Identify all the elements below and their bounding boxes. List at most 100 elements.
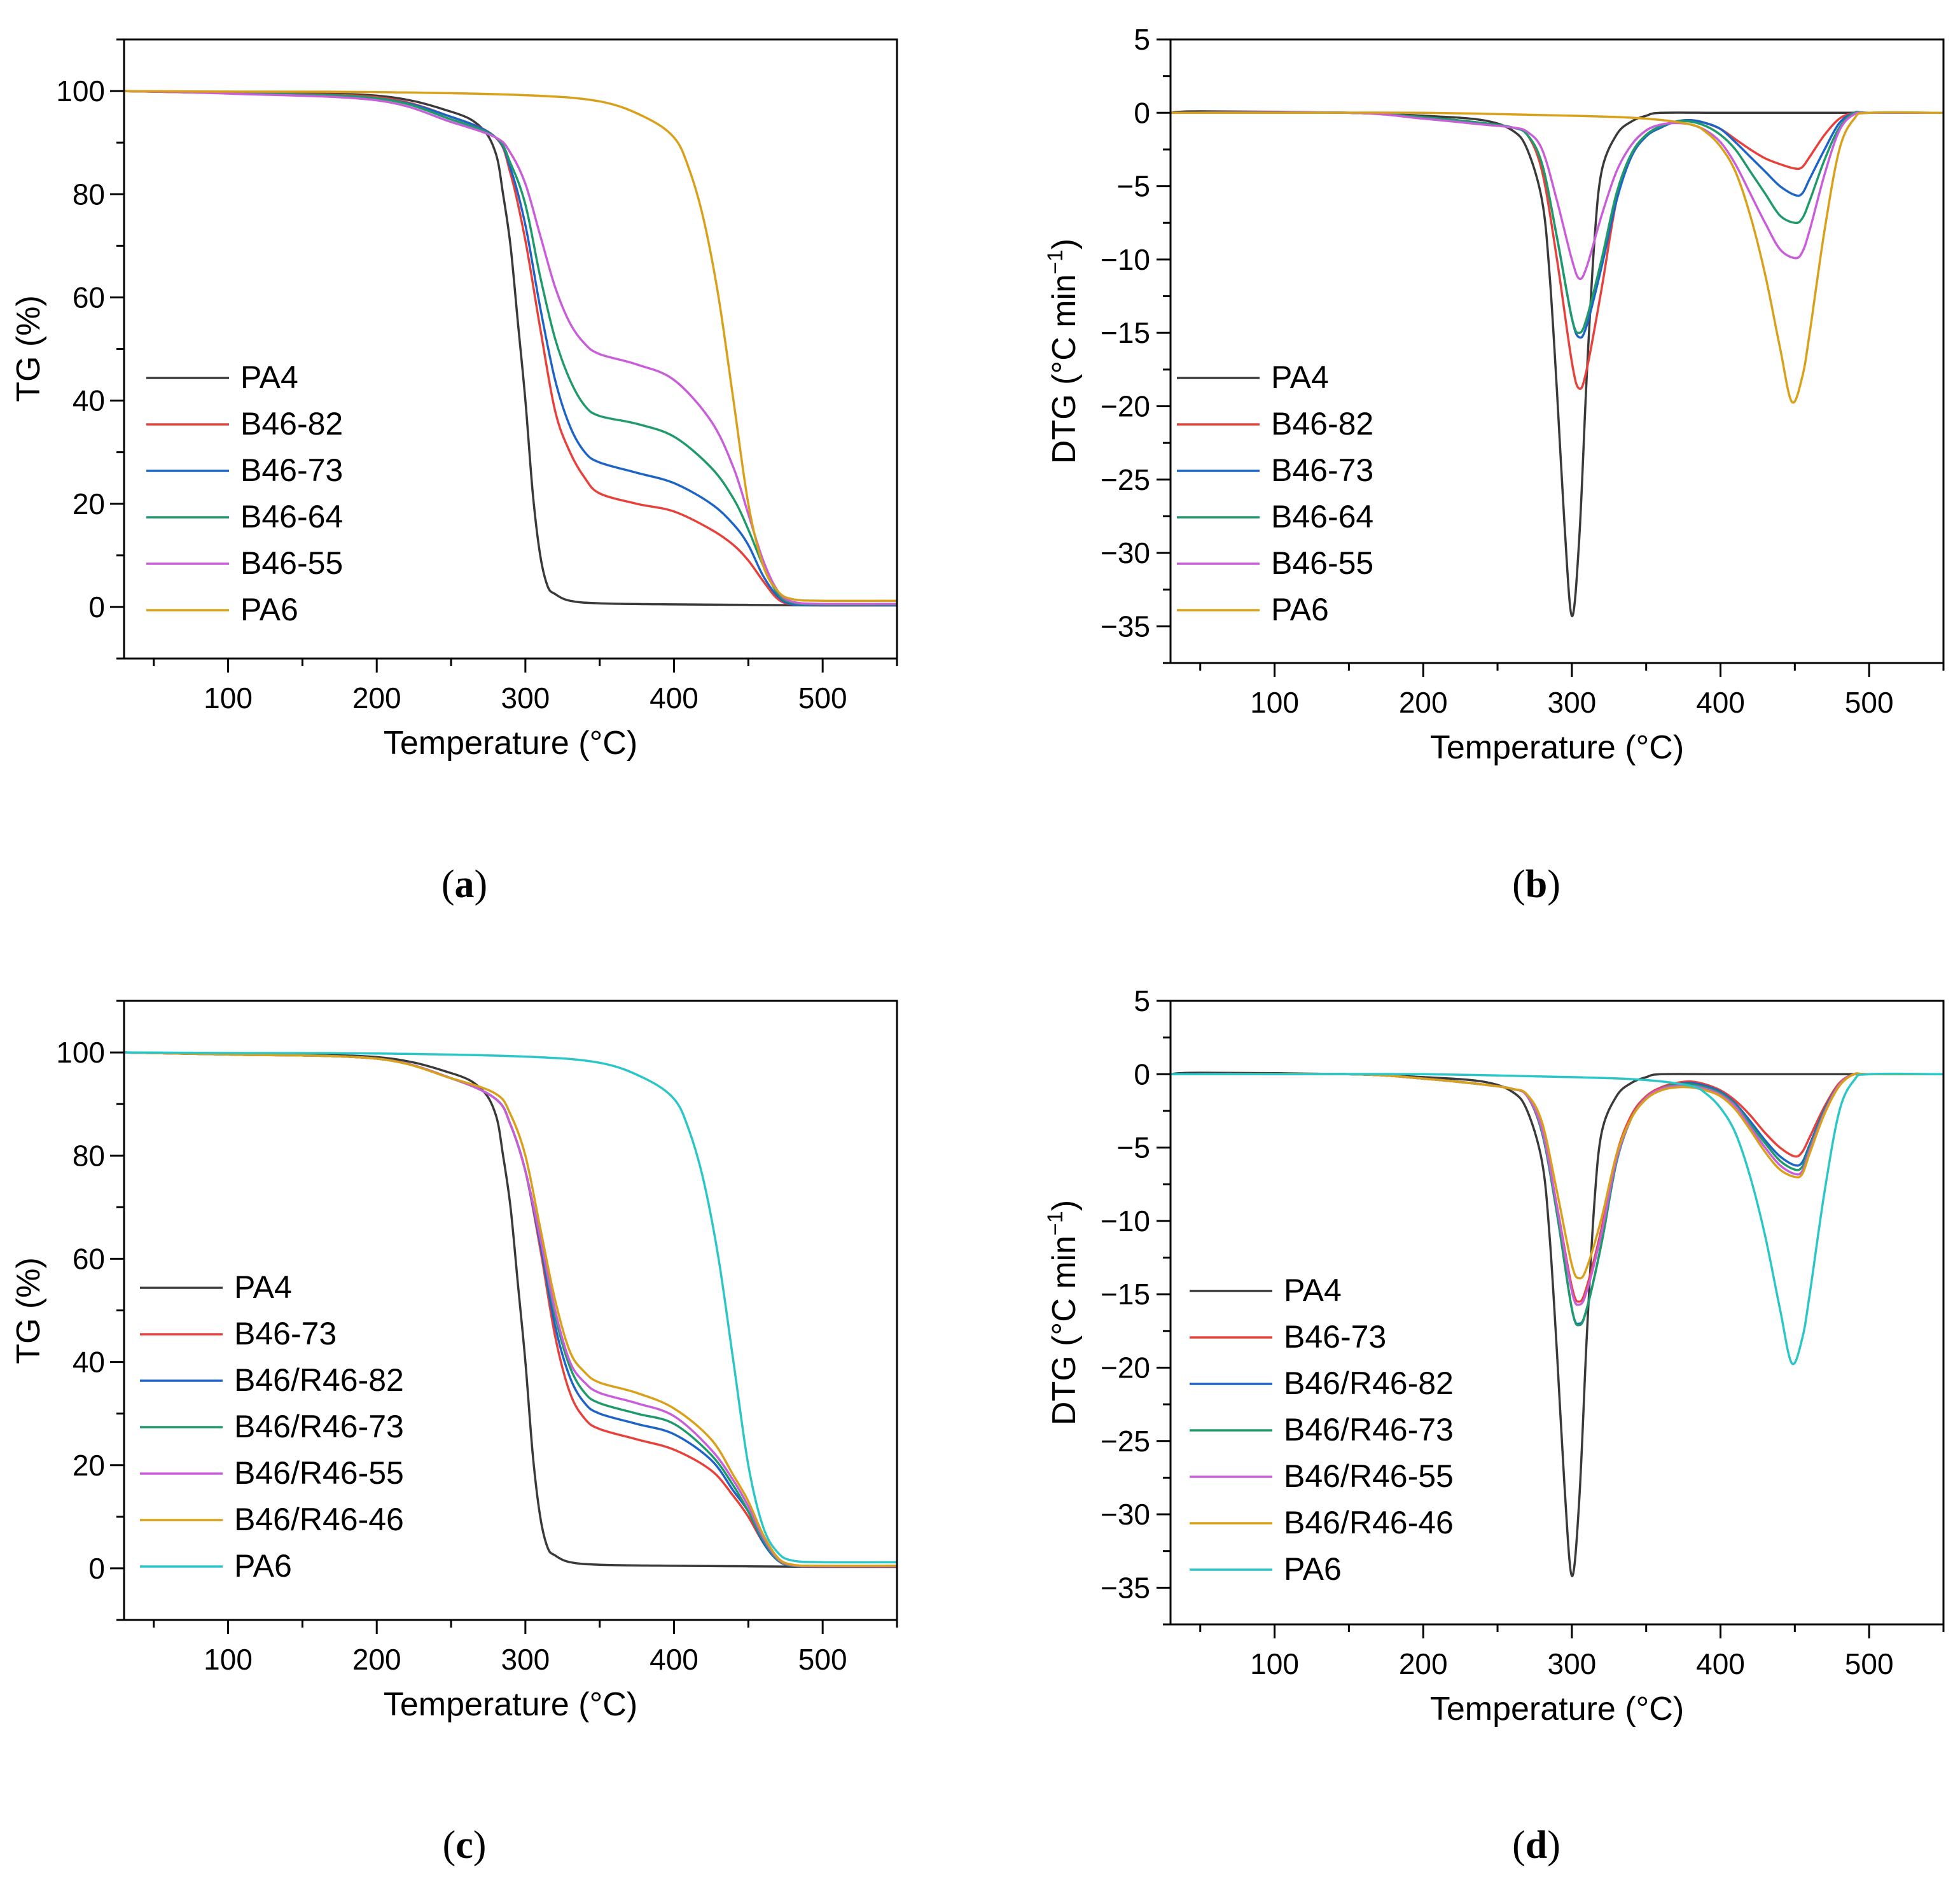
y-tick-label: −35 bbox=[1101, 610, 1150, 643]
x-axis-title: Temperature (°C) bbox=[1430, 729, 1684, 766]
legend-label: B46/R46-55 bbox=[234, 1455, 404, 1491]
legend: PA4 B46-73 B46/R46-82 B46/R46-73 B46/R46-55 B… bbox=[140, 1269, 404, 1584]
y-tick-label: 0 bbox=[88, 1552, 105, 1585]
x-tick-label: 400 bbox=[650, 681, 699, 715]
y-tick-label: 40 bbox=[73, 384, 105, 417]
legend-label: B46-73 bbox=[1271, 452, 1373, 488]
y-tick-label: −10 bbox=[1101, 243, 1150, 276]
series-lines bbox=[124, 1051, 897, 1568]
legend-label: B46/R46-55 bbox=[1284, 1458, 1454, 1494]
y-tick-label: −25 bbox=[1101, 1425, 1150, 1458]
x-tick-label: 100 bbox=[1250, 686, 1299, 719]
legend-label: PA6 bbox=[1284, 1551, 1342, 1587]
series-line-pa4 bbox=[1171, 110, 1943, 617]
legend-label: PA4 bbox=[234, 1269, 292, 1305]
legend-label: PA4 bbox=[1271, 359, 1329, 395]
y-tick-label: 40 bbox=[73, 1346, 105, 1379]
x-tick-label: 200 bbox=[352, 681, 401, 715]
legend-label: B46/R46-46 bbox=[1284, 1505, 1454, 1540]
series-line-pa4 bbox=[1171, 1071, 1943, 1577]
chart-panel-c: 100 200 300 400 500 0 20 40 60 80 100 Temperature (… bbox=[10, 1000, 898, 1723]
y-tick-label: −20 bbox=[1101, 389, 1150, 422]
y-tick-label: −10 bbox=[1101, 1204, 1150, 1238]
y-axis-title: DTG (°C min−1) bbox=[1043, 1200, 1083, 1425]
series-line-pa6 bbox=[1171, 1072, 1943, 1365]
x-tick-label: 300 bbox=[1547, 686, 1596, 719]
x-tick-label: 200 bbox=[1399, 1647, 1448, 1680]
series-line-b46-r46-46 bbox=[124, 1051, 897, 1567]
legend-label: B46-73 bbox=[240, 452, 343, 488]
legend-label: B46-73 bbox=[234, 1316, 337, 1351]
y-tick-label: 80 bbox=[73, 1139, 105, 1172]
chart-panel-b: 100 200 300 400 500 5 0 −5 −10 −15 −20 −25 −30 −35 Tem… bbox=[1043, 23, 1945, 766]
panel-label-c: (c) bbox=[443, 1824, 487, 1867]
legend-label: B46/R46-82 bbox=[234, 1362, 404, 1398]
y-tick-label: 60 bbox=[73, 1242, 105, 1275]
legend: PA4 B46-82 B46-73 B46-64 B46-55 PA6 bbox=[1177, 359, 1373, 627]
x-axis-title: Temperature (°C) bbox=[384, 725, 637, 762]
legend-label: B46/R46-73 bbox=[1284, 1412, 1454, 1448]
legend-label: B46-82 bbox=[240, 406, 343, 442]
x-tick-label: 300 bbox=[501, 1643, 550, 1676]
x-tick-label: 500 bbox=[1845, 1647, 1894, 1680]
y-tick-label: −20 bbox=[1101, 1351, 1150, 1384]
y-tick-label: −30 bbox=[1101, 536, 1150, 569]
legend: PA4 B46-73 B46/R46-82 B46/R46-73 B46/R46-55 B… bbox=[1190, 1273, 1454, 1587]
legend-label: B46-64 bbox=[1271, 499, 1373, 534]
panel-label-b: (b) bbox=[1512, 863, 1560, 906]
legend-label: PA6 bbox=[1271, 592, 1329, 627]
chart-panel-a: 100 200 300 400 500 0 20 40 60 80 100 Temperature (… bbox=[10, 38, 898, 762]
y-tick-label: 60 bbox=[73, 281, 105, 314]
legend-label: PA6 bbox=[240, 592, 298, 627]
y-tick-label: 20 bbox=[73, 1449, 105, 1482]
y-tick-label: −30 bbox=[1101, 1498, 1150, 1531]
legend-label: B46/R46-82 bbox=[1284, 1365, 1454, 1401]
legend: PA4 B46-82 B46-73 B46-64 B46-55 PA6 bbox=[146, 359, 343, 627]
series-line-pa6 bbox=[124, 90, 897, 603]
x-axis-title: Temperature (°C) bbox=[384, 1686, 637, 1723]
x-tick-label: 500 bbox=[1845, 686, 1894, 719]
y-tick-label: −15 bbox=[1101, 1278, 1150, 1311]
y-tick-label: 100 bbox=[56, 74, 105, 108]
panel-label-a: (a) bbox=[441, 863, 487, 906]
chart-panel-d: 100 200 300 400 500 5 0 −5 −10 −15 −20 −25 −30 −35 Tem… bbox=[1043, 984, 1945, 1727]
y-tick-label: 20 bbox=[73, 487, 105, 520]
series-line-b46-73 bbox=[124, 90, 897, 606]
series-line-pa4 bbox=[124, 90, 897, 607]
x-tick-label: 500 bbox=[798, 681, 847, 715]
legend-label: B46-64 bbox=[240, 499, 343, 534]
legend-label: B46-55 bbox=[240, 545, 343, 581]
series-line-pa6 bbox=[124, 1051, 897, 1564]
series-lines bbox=[1171, 110, 1943, 617]
y-tick-label: 0 bbox=[88, 590, 105, 624]
x-tick-label: 500 bbox=[798, 1643, 847, 1676]
legend-label: B46/R46-73 bbox=[234, 1409, 404, 1444]
legend-label: PA4 bbox=[1284, 1273, 1342, 1308]
x-tick-label: 400 bbox=[1696, 686, 1745, 719]
x-tick-label: 400 bbox=[650, 1643, 699, 1676]
series-lines bbox=[1171, 1071, 1943, 1577]
x-tick-label: 200 bbox=[352, 1643, 401, 1676]
series-line-pa4 bbox=[124, 1051, 897, 1568]
legend-label: PA6 bbox=[234, 1548, 292, 1584]
legend-label: PA4 bbox=[240, 359, 298, 395]
plot-frame bbox=[1169, 38, 1945, 664]
y-tick-label: −35 bbox=[1101, 1571, 1150, 1604]
y-axis-title: TG (%) bbox=[10, 295, 47, 402]
x-tick-label: 100 bbox=[1250, 1647, 1299, 1680]
y-tick-label: −5 bbox=[1117, 170, 1150, 203]
series-line-b46-55 bbox=[124, 90, 897, 606]
series-line-b46-55 bbox=[1171, 111, 1943, 281]
y-tick-label: 80 bbox=[73, 178, 105, 211]
y-tick-label: −5 bbox=[1117, 1131, 1150, 1164]
y-axis-title: TG (%) bbox=[10, 1257, 47, 1364]
panel-label-d: (d) bbox=[1512, 1824, 1560, 1867]
x-tick-label: 300 bbox=[1547, 1647, 1596, 1680]
legend-label: B46/R46-46 bbox=[234, 1502, 404, 1537]
x-tick-label: 100 bbox=[204, 681, 253, 715]
legend-label: B46-55 bbox=[1271, 545, 1373, 581]
series-line-pa6 bbox=[1171, 111, 1943, 404]
x-tick-label: 400 bbox=[1696, 1647, 1745, 1680]
series-line-b46-r46-46 bbox=[1171, 1072, 1943, 1280]
y-tick-label: 5 bbox=[1134, 984, 1150, 1017]
